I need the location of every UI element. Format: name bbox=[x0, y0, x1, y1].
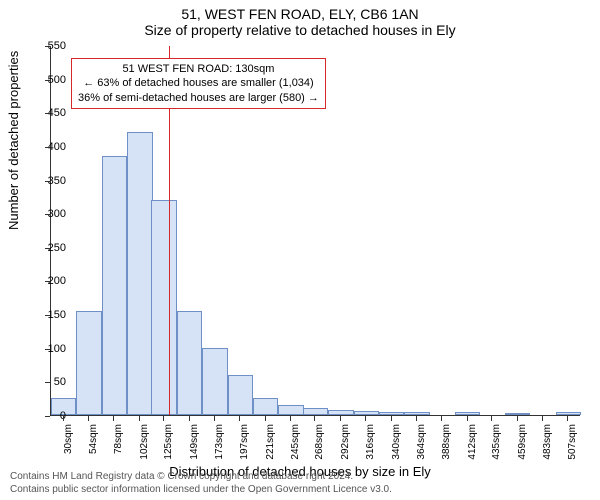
x-tick-mark bbox=[491, 416, 492, 421]
y-tick-label: 300 bbox=[48, 208, 66, 220]
x-tick-mark bbox=[265, 416, 266, 421]
x-tick-label: 316sqm bbox=[365, 424, 376, 474]
x-tick-label: 125sqm bbox=[163, 424, 174, 474]
annotation-callout: 51 WEST FEN ROAD: 130sqm← 63% of detache… bbox=[71, 58, 326, 109]
x-tick-mark bbox=[88, 416, 89, 421]
chart-area: 51 WEST FEN ROAD: 130sqm← 63% of detache… bbox=[50, 46, 580, 416]
x-tick-label: 483sqm bbox=[542, 424, 553, 474]
y-tick-mark bbox=[45, 80, 50, 81]
histogram-bar bbox=[404, 412, 429, 415]
y-tick-mark bbox=[45, 315, 50, 316]
plot-area: 51 WEST FEN ROAD: 130sqm← 63% of detache… bbox=[50, 46, 580, 416]
y-tick-label: 550 bbox=[48, 40, 66, 52]
histogram-bar bbox=[505, 413, 530, 415]
y-axis-label: Number of detached properties bbox=[6, 51, 21, 230]
histogram-bar bbox=[455, 412, 480, 415]
y-tick-mark bbox=[45, 281, 50, 282]
y-tick-mark bbox=[45, 382, 50, 383]
y-tick-label: 450 bbox=[48, 107, 66, 119]
x-tick-mark bbox=[63, 416, 64, 421]
y-tick-label: 500 bbox=[48, 74, 66, 86]
y-tick-label: 100 bbox=[48, 343, 66, 355]
x-tick-mark bbox=[113, 416, 114, 421]
y-tick-mark bbox=[45, 214, 50, 215]
histogram-bar bbox=[102, 156, 127, 415]
x-tick-label: 30sqm bbox=[63, 424, 74, 474]
x-tick-label: 507sqm bbox=[567, 424, 578, 474]
chart-header: 51, WEST FEN ROAD, ELY, CB6 1AN Size of … bbox=[0, 0, 600, 38]
x-tick-mark bbox=[365, 416, 366, 421]
x-tick-label: 340sqm bbox=[391, 424, 402, 474]
y-tick-mark bbox=[45, 416, 50, 417]
x-tick-mark bbox=[567, 416, 568, 421]
x-tick-mark bbox=[239, 416, 240, 421]
x-tick-mark bbox=[517, 416, 518, 421]
y-tick-label: 250 bbox=[48, 242, 66, 254]
y-tick-label: 350 bbox=[48, 175, 66, 187]
x-tick-mark bbox=[290, 416, 291, 421]
x-tick-label: 388sqm bbox=[441, 424, 452, 474]
histogram-bar bbox=[127, 132, 152, 415]
histogram-bar bbox=[177, 311, 202, 415]
x-tick-mark bbox=[467, 416, 468, 421]
chart-subtitle: Size of property relative to detached ho… bbox=[0, 22, 600, 38]
histogram-bar bbox=[76, 311, 101, 415]
y-tick-label: 200 bbox=[48, 275, 66, 287]
annotation-line: 36% of semi-detached houses are larger (… bbox=[78, 91, 319, 105]
histogram-bar bbox=[278, 405, 303, 415]
x-tick-label: 54sqm bbox=[88, 424, 99, 474]
x-tick-label: 459sqm bbox=[517, 424, 528, 474]
x-tick-mark bbox=[542, 416, 543, 421]
histogram-bar bbox=[354, 411, 379, 415]
y-tick-mark bbox=[45, 46, 50, 47]
histogram-bar bbox=[151, 200, 176, 415]
y-tick-label: 50 bbox=[54, 376, 66, 388]
x-tick-mark bbox=[139, 416, 140, 421]
histogram-bar bbox=[379, 412, 404, 415]
x-tick-label: 435sqm bbox=[491, 424, 502, 474]
x-tick-label: 78sqm bbox=[113, 424, 124, 474]
x-tick-mark bbox=[340, 416, 341, 421]
x-tick-label: 412sqm bbox=[467, 424, 478, 474]
x-tick-label: 245sqm bbox=[290, 424, 301, 474]
y-tick-mark bbox=[45, 248, 50, 249]
x-tick-label: 173sqm bbox=[214, 424, 225, 474]
x-tick-mark bbox=[314, 416, 315, 421]
x-tick-label: 149sqm bbox=[189, 424, 200, 474]
y-tick-mark bbox=[45, 113, 50, 114]
y-tick-mark bbox=[45, 181, 50, 182]
x-tick-mark bbox=[189, 416, 190, 421]
histogram-bar bbox=[328, 410, 353, 415]
x-tick-label: 292sqm bbox=[340, 424, 351, 474]
x-tick-label: 197sqm bbox=[239, 424, 250, 474]
x-tick-label: 221sqm bbox=[265, 424, 276, 474]
histogram-bar bbox=[556, 412, 581, 415]
x-tick-mark bbox=[214, 416, 215, 421]
annotation-line: 51 WEST FEN ROAD: 130sqm bbox=[78, 62, 319, 76]
x-tick-label: 268sqm bbox=[314, 424, 325, 474]
x-tick-mark bbox=[416, 416, 417, 421]
footer-line-2: Contains public sector information licen… bbox=[10, 483, 392, 496]
annotation-line: ← 63% of detached houses are smaller (1,… bbox=[78, 76, 319, 90]
y-tick-label: 150 bbox=[48, 309, 66, 321]
y-tick-label: 400 bbox=[48, 141, 66, 153]
x-tick-label: 102sqm bbox=[139, 424, 150, 474]
y-tick-mark bbox=[45, 147, 50, 148]
histogram-bar bbox=[202, 348, 227, 415]
histogram-bar bbox=[253, 398, 278, 415]
chart-title: 51, WEST FEN ROAD, ELY, CB6 1AN bbox=[0, 6, 600, 22]
x-tick-mark bbox=[441, 416, 442, 421]
histogram-bar bbox=[303, 408, 328, 415]
x-tick-mark bbox=[163, 416, 164, 421]
y-tick-mark bbox=[45, 349, 50, 350]
x-tick-mark bbox=[391, 416, 392, 421]
histogram-bar bbox=[228, 375, 253, 415]
x-tick-label: 364sqm bbox=[416, 424, 427, 474]
